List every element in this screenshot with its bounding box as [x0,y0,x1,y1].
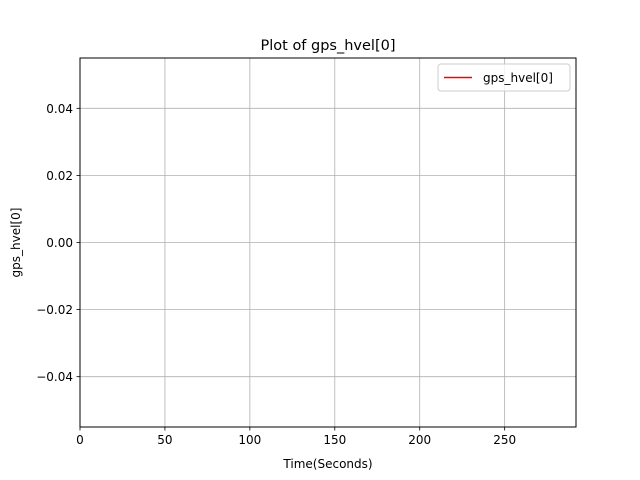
y-tick-label: −0.02 [36,303,73,317]
grid-lines [79,58,576,427]
y-axis-ticks: −0.04 −0.02 0.00 0.02 0.04 [36,102,80,384]
y-tick-label: 0.02 [46,169,73,183]
y-tick-label: 0.00 [46,236,73,250]
legend: gps_hvel[0] [437,63,571,92]
y-tick-label: 0.04 [46,102,73,116]
legend-label: gps_hvel[0] [483,71,553,85]
y-tick-label: −0.04 [36,370,73,384]
x-tick-label: 150 [323,433,346,447]
x-tick-label: 0 [76,433,84,447]
y-axis-label: gps_hvel[0] [9,208,23,278]
x-tick-label: 200 [408,433,431,447]
x-axis-ticks: 0 50 100 150 200 250 [76,427,516,447]
legend-box [437,63,571,92]
x-tick-label: 50 [157,433,172,447]
x-tick-label: 250 [493,433,516,447]
x-tick-label: 100 [238,433,261,447]
x-axis-label: Time(Seconds) [282,457,372,471]
chart-title: Plot of gps_hvel[0] [261,38,396,54]
